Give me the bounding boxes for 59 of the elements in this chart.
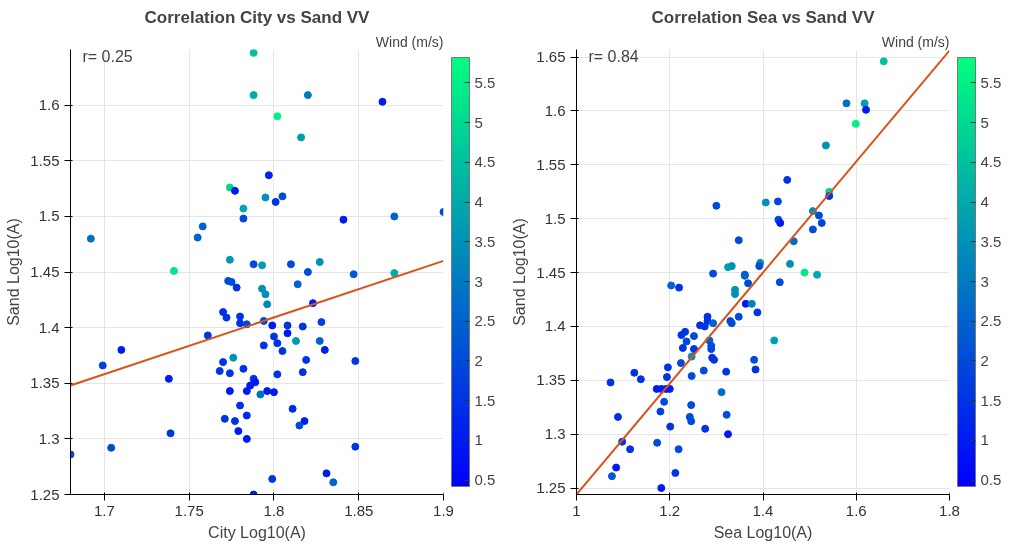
color-bar-label: 1 (474, 431, 483, 449)
y-tick-label: 1.55 (536, 155, 566, 173)
y-tick-label: 1.5 (544, 209, 566, 227)
color-bar-label: 0.5 (474, 471, 496, 489)
y-tick-label: 1.3 (544, 425, 566, 443)
chart-title: Correlation Sea vs Sand VV (651, 7, 876, 27)
color-bar-label: 4 (980, 193, 989, 211)
color-bar-label: 4.5 (474, 153, 496, 171)
x-axis-title: City Log10(A) (208, 523, 306, 541)
x-tick-label: 1.85 (344, 501, 374, 519)
y-tick-label: 1.35 (30, 374, 60, 392)
chart-title: Correlation City vs Sand VV (144, 7, 371, 27)
x-tick-label: 1 (572, 501, 581, 519)
color-bar-label: 5.5 (474, 73, 496, 91)
color-bar-label: 5.5 (980, 73, 1002, 91)
x-axis-title: Sea Log10(A) (713, 523, 813, 541)
x-tick-label: 1.2 (659, 501, 681, 519)
annotation: r= 0.25 (82, 47, 133, 65)
x-tick-label: 1.8 (263, 501, 285, 519)
annotation: r= 0.84 (588, 47, 639, 65)
y-tick-label: 1.6 (544, 101, 566, 119)
color-bar-label: 3.5 (474, 232, 496, 250)
color-bar-label: 4 (474, 193, 483, 211)
y-tick-label: 1.45 (536, 263, 566, 281)
color-bar-title: Wind (m/s) (375, 33, 444, 50)
y-tick-label: 1.55 (30, 151, 60, 169)
y-tick-label: 1.25 (536, 479, 566, 497)
color-bar-label: 1.5 (474, 391, 496, 409)
y-axis-title: Sand Log10(A) (5, 218, 23, 326)
color-bar-label: 4.5 (980, 153, 1002, 171)
x-tick-label: 1.6 (845, 501, 867, 519)
y-tick-label: 1.4 (38, 318, 60, 336)
y-tick-label: 1.25 (30, 485, 60, 503)
color-bar-label: 2.5 (474, 312, 496, 330)
color-bar-label: 5 (980, 113, 989, 131)
color-bar-label: 5 (474, 113, 483, 131)
color-bar-label: 3 (474, 272, 483, 290)
color-bar-label: 0.5 (980, 471, 1002, 489)
y-tick-label: 1.4 (544, 317, 566, 335)
x-tick-label: 1.75 (174, 501, 204, 519)
color-bar-label: 1 (980, 431, 989, 449)
x-tick-label: 1.4 (752, 501, 774, 519)
y-tick-label: 1.6 (38, 96, 60, 114)
y-tick-label: 1.5 (38, 207, 60, 225)
x-tick-label: 1.9 (433, 501, 454, 519)
y-tick-label: 1.65 (536, 48, 566, 66)
y-axis-title: Sand Log10(A) (511, 218, 529, 326)
color-bar-label: 1.5 (980, 391, 1002, 409)
x-tick-label: 1.7 (93, 501, 115, 519)
color-bar-label: 3 (980, 272, 989, 290)
y-tick-label: 1.45 (30, 263, 60, 280)
color-bar-title: Wind (m/s) (881, 33, 950, 50)
color-bar-label: 2.5 (980, 312, 1002, 330)
color-bar-label: 2 (474, 351, 483, 369)
color-bar-label: 3.5 (980, 232, 1002, 250)
x-tick-label: 1.8 (939, 501, 960, 519)
color-bar-label: 2 (980, 351, 989, 369)
y-tick-label: 1.3 (38, 429, 60, 447)
y-tick-label: 1.35 (536, 371, 566, 389)
